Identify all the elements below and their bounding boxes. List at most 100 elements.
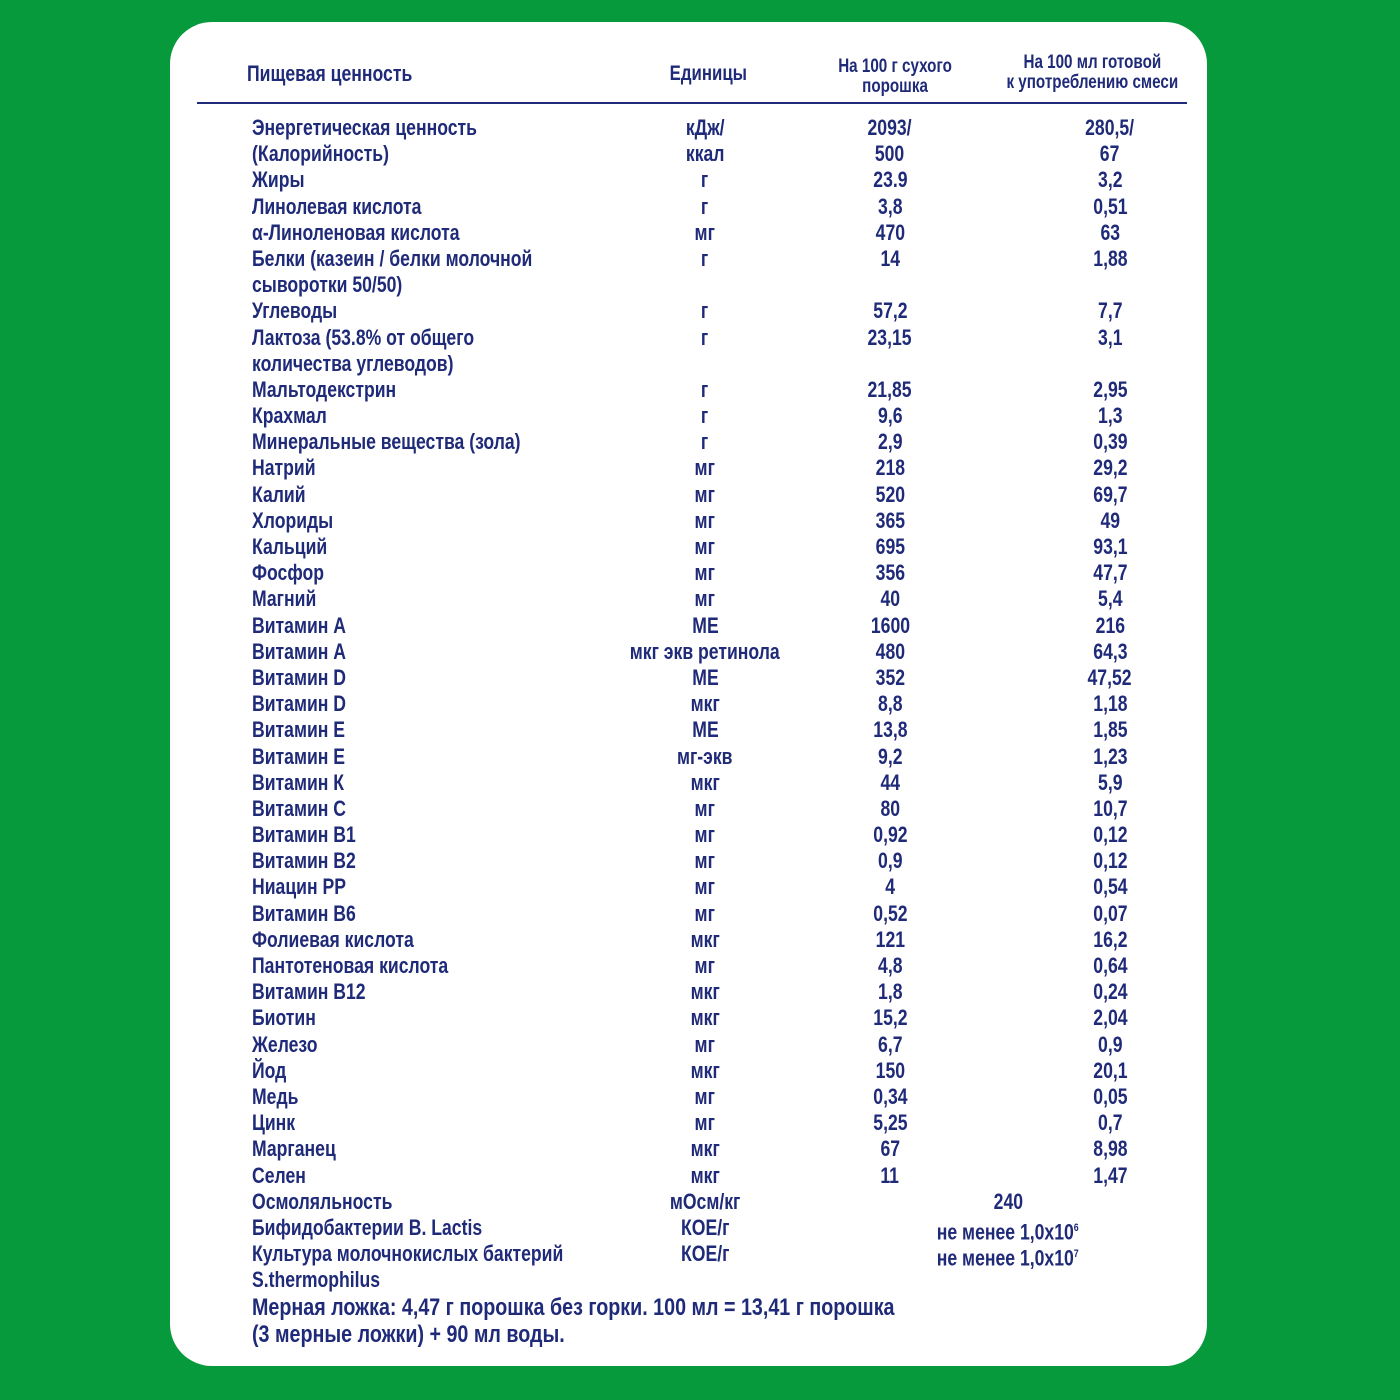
- table-row: Витамин В12 мкг 1,8 0,24: [0, 979, 1400, 1005]
- ready-value-cell: 49: [960, 508, 1260, 534]
- table-row: Йод мкг 150 20,1: [0, 1058, 1400, 1084]
- unit-cell-text: мг-экв: [677, 743, 733, 769]
- powder-value-cell: 0,92: [740, 822, 1040, 848]
- merged-value-cell: не менее 1,0x107: [858, 1241, 1158, 1272]
- nutrient-name: Марганец: [252, 1136, 1400, 1162]
- unit-cell-text: мг: [694, 560, 716, 586]
- ready-value-cell-text: 64,3: [1092, 638, 1128, 664]
- table-row: Кальций мг 695 93,1: [0, 534, 1400, 560]
- ready-value-cell: 3,2: [960, 167, 1260, 193]
- nutrient-name-text: Кальций: [252, 534, 328, 560]
- nutrient-name: Магний: [252, 586, 1400, 612]
- ready-value-cell-text: 1,88: [1092, 245, 1128, 271]
- table-row: Медь мг 0,34 0,05: [0, 1084, 1400, 1110]
- nutrient-name-text: Жиры: [252, 167, 305, 193]
- table-row: Витамин D МЕ 352 47,52: [0, 665, 1400, 691]
- table-row: Культура молочнокислых бактерий S.thermo…: [0, 1241, 1400, 1293]
- powder-value-cell-text: 1,8: [877, 979, 903, 1005]
- powder-value-cell: 11: [740, 1163, 1040, 1189]
- table-row: Бифидобактерии B. Lactis КОЕ/г не менее 1,…: [0, 1215, 1400, 1244]
- powder-value-cell-text: 80: [880, 795, 900, 821]
- nutrient-name: Витамин В1: [252, 822, 1400, 848]
- nutrient-name-text: Фосфор: [252, 560, 324, 586]
- powder-value-cell-text: 11: [880, 1162, 900, 1188]
- unit-cell-text: МЕ: [691, 612, 719, 638]
- nutrient-name-text: Витамин В2: [252, 848, 356, 874]
- powder-value-cell: 1600: [740, 613, 1040, 639]
- nutrient-name-text: Цинк: [252, 1110, 296, 1136]
- ready-value-cell-text: 20,1: [1092, 1057, 1128, 1083]
- powder-value-cell: 80: [740, 796, 1040, 822]
- nutrient-name: Белки (казеин / белки молочной сыворотки…: [252, 246, 1400, 298]
- ready-value-cell: 1,3: [960, 403, 1260, 429]
- nutrient-name: Витамин В12: [252, 979, 1400, 1005]
- nutrient-name: Энергетическая ценность (Калорийность): [252, 115, 1400, 167]
- unit-cell: кДж/ ккал: [555, 115, 855, 167]
- nutrient-name-text: Витамин В6: [252, 900, 356, 926]
- nutrient-name: Витамин В6: [252, 901, 1400, 927]
- powder-value-cell-text: 15,2: [872, 1005, 908, 1031]
- ready-value-cell-text: 0,64: [1092, 953, 1128, 979]
- header-divider: [197, 102, 1187, 104]
- table-row: Марганец мкг 67 8,98: [0, 1136, 1400, 1162]
- unit-cell: мг: [555, 1110, 855, 1136]
- powder-value-cell-text: 44: [880, 769, 900, 795]
- footer-note: Мерная ложка: 4,47 г порошка без горки. …: [252, 1294, 1036, 1348]
- unit-cell: мг: [555, 1032, 855, 1058]
- unit-cell: мкг: [555, 691, 855, 717]
- table-row: Белки (казеин / белки молочной сыворотки…: [0, 246, 1400, 298]
- unit-cell: МЕ: [555, 665, 855, 691]
- ready-value-cell: 1,47: [960, 1163, 1260, 1189]
- unit-cell: мг: [555, 560, 855, 586]
- powder-value-cell-text: 121: [875, 926, 905, 952]
- nutrient-name: Калий: [252, 482, 1400, 508]
- unit-cell: мг: [555, 796, 855, 822]
- merged-value-cell-text: 240: [993, 1188, 1023, 1214]
- unit-cell-text: мОсм/кг: [669, 1188, 741, 1214]
- table-row: Витамин К мкг 44 5,9: [0, 770, 1400, 796]
- unit-cell-text: мг: [694, 874, 716, 900]
- nutrient-name-text: Витамин В12: [252, 979, 366, 1005]
- powder-value-cell-text: 6,7: [877, 1031, 903, 1057]
- powder-value-cell-text: 23.9: [872, 167, 908, 193]
- powder-value-cell: 0,34: [740, 1084, 1040, 1110]
- unit-cell: г: [555, 194, 855, 220]
- unit-cell: мг: [555, 534, 855, 560]
- header-units-text: Единицы: [669, 62, 747, 85]
- unit-cell: мг-экв: [555, 744, 855, 770]
- nutrient-name: Биотин: [252, 1005, 1400, 1031]
- powder-value-cell-text: 14: [880, 245, 900, 271]
- unit-cell: мкг: [555, 1163, 855, 1189]
- powder-value-cell-text: 695: [875, 534, 905, 560]
- nutrition-table: Энергетическая ценность (Калорийность) кД…: [0, 115, 1400, 1294]
- powder-value-cell: 218: [740, 455, 1040, 481]
- nutrient-name-text: Железо: [252, 1031, 318, 1057]
- unit-cell-text: мг: [694, 507, 716, 533]
- table-row: Крахмал г 9,6 1,3: [0, 403, 1400, 429]
- ready-value-cell: 29,2: [960, 455, 1260, 481]
- powder-value-cell-text: 150: [875, 1057, 905, 1083]
- powder-value-cell: 470: [740, 220, 1040, 246]
- unit-cell: мг: [555, 455, 855, 481]
- powder-value-cell-text: 365: [875, 507, 905, 533]
- ready-value-cell: 64,3: [960, 639, 1260, 665]
- exponent: 7: [1074, 1248, 1079, 1261]
- unit-cell-text: г: [701, 167, 709, 193]
- nutrient-name: Витамин С: [252, 796, 1400, 822]
- powder-value-cell-text: 520: [875, 481, 905, 507]
- nutrient-name: Линолевая кислота: [252, 194, 1400, 220]
- nutrient-name-text: Йод: [252, 1057, 287, 1083]
- unit-cell-text: мг: [694, 455, 716, 481]
- ready-value-cell: 16,2: [960, 927, 1260, 953]
- nutrient-name: Витамин D: [252, 665, 1400, 691]
- ready-value-cell: 280,5/ 67: [960, 115, 1260, 167]
- powder-value-cell-text: 67: [880, 1136, 900, 1162]
- powder-value-cell-text: 21,85: [867, 376, 913, 402]
- unit-cell-text: мкг: [690, 1057, 720, 1083]
- ready-value-cell: 5,9: [960, 770, 1260, 796]
- nutrient-name: Витамин А: [252, 613, 1400, 639]
- nutrient-name-text: Витамин В1: [252, 822, 356, 848]
- nutrient-name-text: Витамин К: [252, 769, 345, 795]
- nutrient-name-text: Ниацин РР: [252, 874, 346, 900]
- powder-value-cell: 14: [740, 246, 1040, 272]
